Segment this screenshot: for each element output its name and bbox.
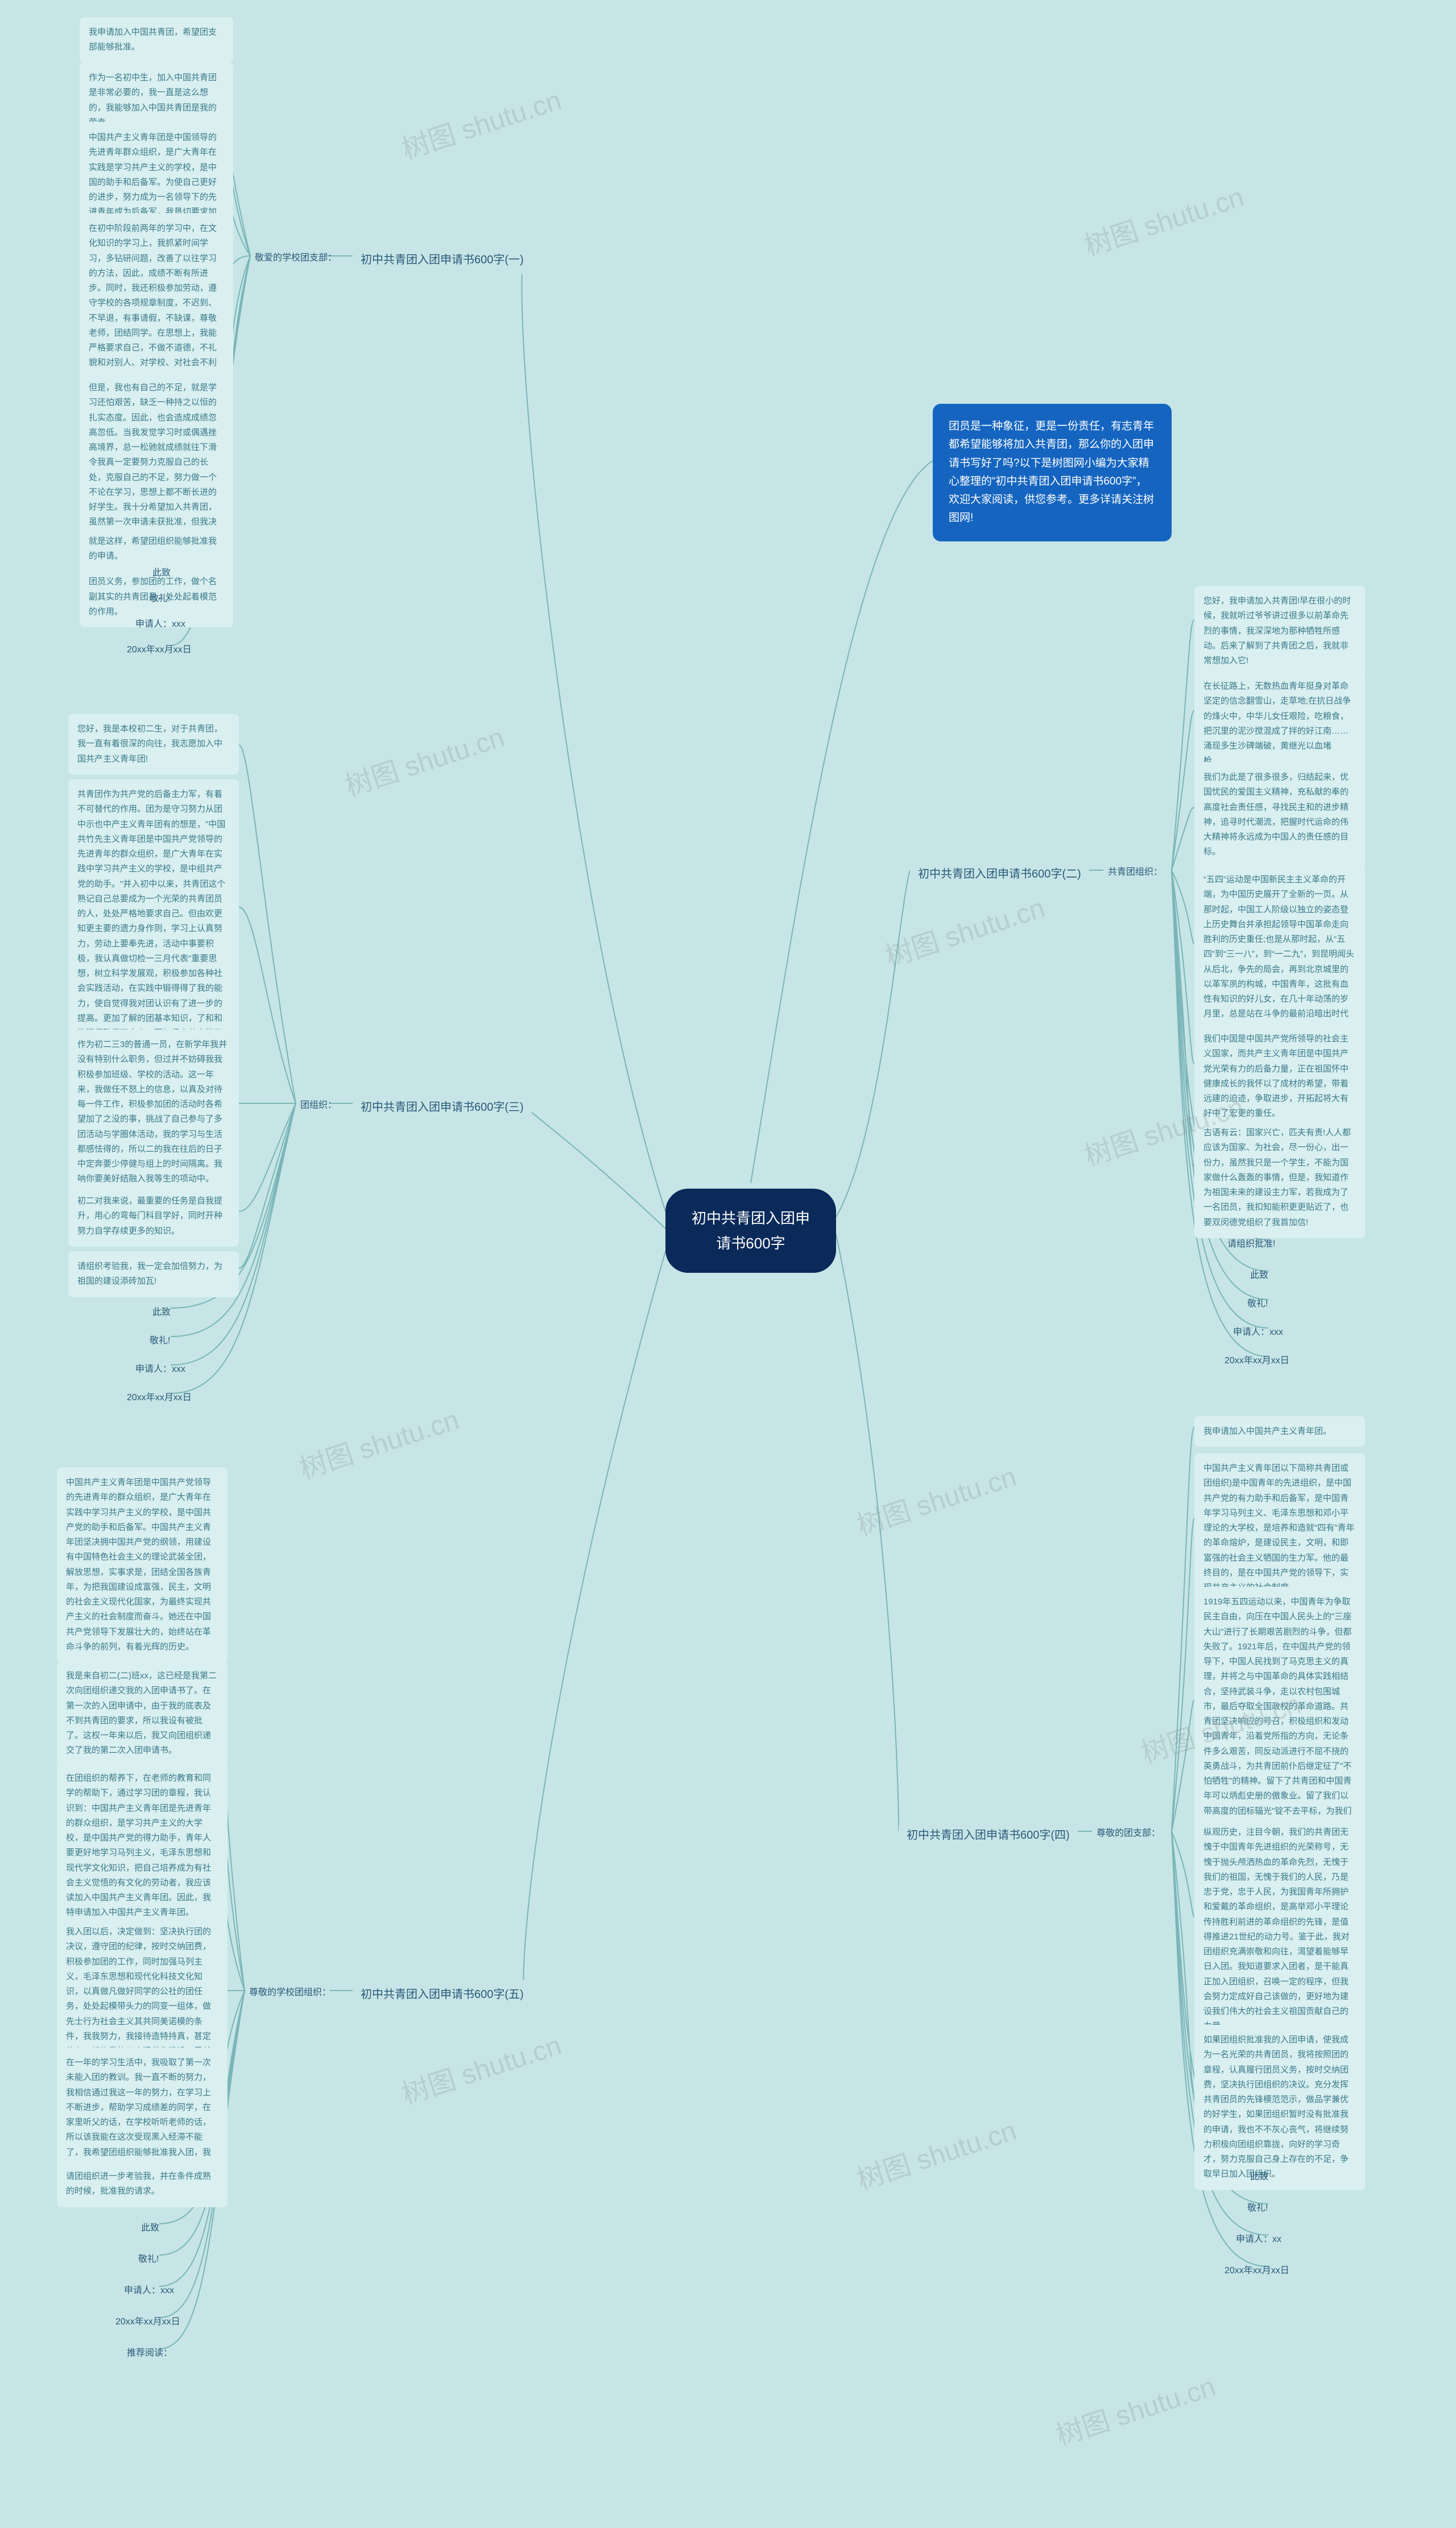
watermark: 树图 shutu.cn (293, 1397, 463, 1486)
topic-1-label: 初中共青团入团申请书600字(一) (361, 254, 524, 266)
box-2a: 您好，我申请加入共青团!早在很小的时候，我就听过爷爷讲过很多以前革命先烈的事情，… (1194, 586, 1365, 676)
box-5b: 我是来自初二(二)班xx，这已经是我第二次向团组织递交我的入团申请书了。在第一次… (57, 1661, 228, 1766)
watermark: 树图 shutu.cn (396, 2023, 565, 2112)
t5-close-4: 20xx年xx月xx日 (111, 2312, 185, 2332)
t2-close-2: 敬礼! (1243, 1294, 1272, 1314)
box-4b: 中国共产主义青年团以下简称共青团或团组织)是中国青年的先进组织，是中国共产党的有… (1194, 1453, 1365, 1603)
box-3e: 请组织考验我，我一定会加倍努力，为祖国的建设添砖加瓦! (68, 1251, 239, 1297)
center-text: 初中共青团入团申请书600字 (692, 1210, 810, 1252)
topic-5: 初中共青团入团申请书600字(五) (353, 1980, 532, 2009)
topic-5-label: 初中共青团入团申请书600字(五) (361, 1988, 524, 2001)
t2-close-0: 请组织批准! (1223, 1234, 1280, 1254)
topic-3: 初中共青团入团申请书600字(三) (353, 1093, 532, 1122)
topic-2-label: 初中共青团入团申请书600字(二) (918, 868, 1081, 880)
t2-close-3: 申请人：xxx (1228, 1322, 1288, 1342)
t4-close-2: 敬礼! (1243, 2198, 1272, 2218)
watermark: 树图 shutu.cn (1050, 2364, 1219, 2453)
t4-close-1: 此致 (1246, 2167, 1273, 2187)
box-2b: 在长征路上，无数热血青年挺身对革命坚定的信念翻雪山，走草地;在抗日战争的烽火中，… (1194, 671, 1365, 777)
t5-close-3: 申请人：xxx (119, 2281, 179, 2301)
box-2f: 古语有云：国家兴亡，匹夫有责!人人都应该为国家、为社会，尽一份心，出一份力，虽然… (1194, 1118, 1365, 1238)
watermark: 树图 shutu.cn (1078, 175, 1248, 263)
box-5c: 在团组织的帮养下，在老师的教育和同学的帮助下，通过学习团的章程，我认识到：中国共… (57, 1763, 228, 1929)
topic-4: 初中共青团入团申请书600字(四) (899, 1821, 1078, 1850)
label-2: 共青团组织： (1103, 862, 1167, 882)
label-1: 敬爱的学校团支部： (250, 248, 341, 268)
watermark: 树图 shutu.cn (396, 78, 565, 167)
box-4e: 如果团组织批准我的入团申请，使我成为一名光荣的共青团员，我将按照团的章程，认真履… (1194, 2025, 1365, 2190)
watermark: 树图 shutu.cn (851, 1454, 1020, 1543)
topic-1: 初中共青团入团申请书600字(一) (353, 246, 532, 274)
center-node: 初中共青团入团申请书600字 (665, 1189, 836, 1273)
label-3: 团组织： (296, 1095, 341, 1115)
box-3a: 您好，我是本校初二生，对于共青团，我一直有着很深的向往，我志愿加入中国共产主义青… (68, 714, 239, 775)
box-5f: 请团组织进一步考验我，并在条件成熟的时候，批准我的请求。 (57, 2161, 228, 2207)
t1-close-4: 20xx年xx月xx日 (122, 640, 196, 660)
box-3d: 初二对我来说，最重要的任务是自我提升，用心的弯每门科目学好，同时开种努力自学存续… (68, 1186, 239, 1247)
topic-2: 初中共青团入团申请书600字(二) (910, 860, 1089, 888)
t5-close-1: 此致 (136, 2218, 164, 2238)
box-3c: 作为初二三3的普通一员，在新学年我并没有特别什么职务，但过并不妨碍我我积极参加班… (68, 1029, 239, 1195)
t3-close-3: 申请人：xxx (131, 1359, 190, 1379)
box-2d: “五四”运动是中国新民主主义革命的开端，为中国历史展开了全新的一页。从那时起，中… (1194, 864, 1365, 1045)
box-4c: 1919年五四运动以来，中国青年为争取民主自由，向压在中国人民头上的"三座大山"… (1194, 1587, 1365, 1842)
t1-close-1: 此致 (148, 563, 175, 583)
t4-close-3: 申请人：xx (1231, 2229, 1286, 2249)
t1-close-3: 申请人：xxx (131, 614, 190, 634)
box-4d: 纵观历史，注目今朝，我们的共青团无愧于中国青年先进组织的光荣称号，无愧于抛头颅洒… (1194, 1817, 1365, 2042)
t2-close-1: 此致 (1246, 1265, 1273, 1285)
watermark: 树图 shutu.cn (879, 886, 1049, 974)
intro-node: 团员是一种象征，更是一份责任，有志青年都希望能够将加入共青团，那么你的入团申请书… (933, 404, 1172, 541)
watermark: 树图 shutu.cn (851, 2108, 1020, 2197)
topic-4-label: 初中共青团入团申请书600字(四) (907, 1829, 1070, 1842)
box-4a: 我申请加入中国共产主义青年团。 (1194, 1416, 1365, 1447)
box-2c: 我们为此是了很多很多，归结起来，优国忧民的爱国主义精神，充私献的奉的高度社会责任… (1194, 762, 1365, 868)
intro-text: 团员是一种象征，更是一份责任，有志青年都希望能够将加入共青团，那么你的入团申请书… (949, 420, 1154, 524)
box-2e: 我们中国是中国共产党所领导的社会主义国家，而共产主义青年团是中国共产党光荣有力的… (1194, 1024, 1365, 1129)
t5-close-2: 敬礼! (134, 2249, 163, 2269)
t3-close-2: 敬礼! (145, 1331, 175, 1351)
label-4: 尊敬的团支部： (1092, 1823, 1165, 1843)
t3-close-4: 20xx年xx月xx日 (122, 1388, 196, 1408)
t5-close-5: 推荐阅读： (122, 2343, 177, 2363)
t1-close-2: 敬礼! (145, 589, 175, 609)
label-5: 尊敬的学校团组织： (245, 1983, 336, 2002)
t2-close-4: 20xx年xx月xx日 (1220, 1351, 1294, 1371)
t4-close-4: 20xx年xx月xx日 (1220, 2261, 1294, 2281)
watermark: 树图 shutu.cn (339, 715, 508, 804)
box-1a: 我申请加入中国共青团，希望团支部能够批准。 (80, 17, 233, 63)
topic-3-label: 初中共青团入团申请书600字(三) (361, 1101, 524, 1114)
box-5a: 中国共产主义青年团是中国共产党领导的先进青年的群众组织，是广大青年在实践中学习共… (57, 1467, 228, 1662)
t3-close-1: 此致 (148, 1302, 175, 1322)
